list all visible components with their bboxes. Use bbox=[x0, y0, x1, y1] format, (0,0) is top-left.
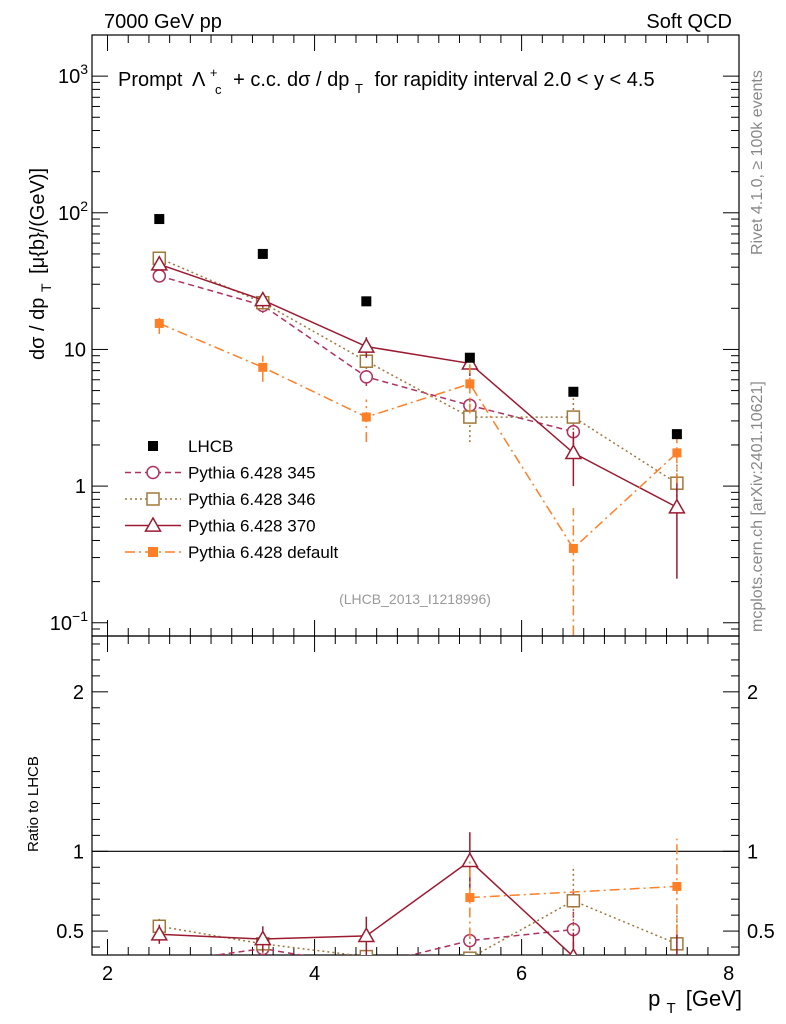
main-y-tick-label: 10−1 bbox=[50, 608, 88, 635]
rivet-label: Rivet 4.1.0, ≥ 100k events bbox=[749, 70, 766, 255]
legend-item: Pythia 6.428 346 bbox=[125, 490, 316, 509]
legend-label: LHCB bbox=[188, 437, 233, 456]
x-tick-label: 8 bbox=[723, 963, 734, 985]
data-point-marker bbox=[672, 881, 682, 891]
main-y-tick-label: 10 bbox=[64, 339, 86, 361]
series-line bbox=[211, 928, 574, 955]
data-point-marker bbox=[566, 410, 581, 424]
data-point-marker bbox=[463, 951, 477, 955]
legend-item: Pythia 6.428 default bbox=[125, 543, 339, 562]
analysis-id: (LHCB_2013_I1218996) bbox=[339, 591, 491, 607]
data-point-marker bbox=[257, 248, 268, 259]
data-point-marker bbox=[568, 543, 578, 553]
mcplots-label: mcplots.cern.ch [arXiv:2401.10621] bbox=[749, 381, 766, 632]
legend-label: Pythia 6.428 default bbox=[188, 543, 339, 562]
ratio-y-axis-label: Ratio to LHCB bbox=[25, 756, 42, 852]
data-point-marker bbox=[258, 362, 268, 372]
data-point-marker bbox=[146, 492, 160, 506]
ratio-plot-frame bbox=[91, 635, 740, 956]
ratio-y-tick-label: 2 bbox=[73, 682, 84, 704]
ratio-y-tick-label: 1 bbox=[73, 841, 84, 863]
legend-item: LHCB bbox=[148, 437, 233, 456]
x-tick-label: 4 bbox=[309, 963, 320, 985]
data-point-marker bbox=[254, 291, 272, 307]
data-point-marker bbox=[360, 960, 372, 972]
data-point-marker bbox=[150, 925, 169, 941]
main-series bbox=[150, 214, 686, 636]
series-pythia-6-428-default bbox=[465, 838, 682, 938]
data-point-marker bbox=[361, 412, 371, 422]
data-point-marker bbox=[153, 957, 165, 969]
data-point-marker bbox=[569, 947, 578, 955]
ratio-y-tick-label-right: 1 bbox=[747, 841, 758, 863]
ratio-y-tick-label: 0.5 bbox=[56, 921, 84, 943]
data-point-marker bbox=[357, 337, 376, 353]
legend-label: Pythia 6.428 346 bbox=[188, 490, 316, 509]
data-point-marker bbox=[154, 214, 165, 225]
legend-label: Pythia 6.428 345 bbox=[188, 464, 316, 483]
x-tick-label: 6 bbox=[516, 963, 527, 985]
data-point-marker bbox=[144, 516, 162, 532]
legend: LHCB Pythia 6.428 345 Pythia 6.428 346 Pyth… bbox=[125, 437, 339, 562]
series-line bbox=[159, 859, 573, 955]
series-line bbox=[159, 263, 678, 508]
data-point-marker bbox=[669, 959, 684, 972]
main-y-axis-label: dσ / dp T [μ{b}/(GeV)] bbox=[27, 168, 56, 360]
series-line bbox=[469, 885, 677, 899]
data-point-marker bbox=[154, 318, 164, 328]
data-point-marker bbox=[464, 352, 475, 363]
energy-label: 7000 GeV pp bbox=[104, 11, 222, 33]
legend-item: Pythia 6.428 370 bbox=[125, 516, 316, 536]
data-point-marker bbox=[465, 379, 475, 389]
data-point-marker bbox=[465, 893, 475, 903]
ratio-y-tick-label-right: 2 bbox=[747, 682, 758, 704]
ratio-y-tick-label-right: 0.5 bbox=[747, 921, 775, 943]
data-point-marker bbox=[146, 465, 160, 480]
legend-item: Pythia 6.428 345 bbox=[125, 464, 316, 483]
series-pythia-6-428-346 bbox=[152, 865, 684, 955]
series-pythia-6-428-370 bbox=[150, 832, 684, 972]
data-point-marker bbox=[254, 930, 272, 946]
data-point-marker bbox=[566, 894, 581, 908]
legend-label: Pythia 6.428 370 bbox=[188, 517, 316, 536]
main-y-tick-label: 102 bbox=[58, 198, 88, 225]
main-y-tick-label: 1 bbox=[75, 476, 86, 498]
data-point-marker bbox=[568, 386, 579, 397]
data-point-marker bbox=[359, 370, 374, 384]
data-point-marker bbox=[361, 296, 372, 307]
data-point-marker bbox=[148, 441, 158, 451]
data-point-marker bbox=[668, 498, 686, 514]
category-label: Soft QCD bbox=[646, 11, 732, 33]
series-lhcb bbox=[154, 214, 682, 440]
data-point-marker bbox=[461, 851, 479, 868]
ratio-series bbox=[150, 832, 684, 972]
data-point-marker bbox=[152, 269, 167, 283]
data-point-marker bbox=[148, 547, 158, 557]
main-ticks: 10−1 1 10 102 103 bbox=[50, 34, 739, 637]
x-tick-label: 2 bbox=[102, 963, 113, 985]
data-point-marker bbox=[671, 429, 682, 440]
series-pythia-6-428-default bbox=[154, 314, 682, 636]
data-point-marker bbox=[564, 443, 583, 460]
ratio-ticks: 0.5 0.5 1 1 2 2 2 4 6 8 bbox=[56, 636, 775, 985]
data-point-marker bbox=[672, 448, 682, 458]
main-y-tick-label: 103 bbox=[58, 61, 88, 88]
data-point-marker bbox=[150, 255, 169, 271]
series-pythia-6-428-370 bbox=[150, 255, 686, 579]
data-point-marker bbox=[357, 926, 376, 943]
main-title: Prompt Λ + c + c.c. dσ / dp T for rapidi… bbox=[118, 60, 655, 99]
x-axis-label: p T [GeV] bbox=[648, 986, 742, 1018]
series-line bbox=[158, 322, 678, 550]
series-line bbox=[158, 257, 678, 484]
